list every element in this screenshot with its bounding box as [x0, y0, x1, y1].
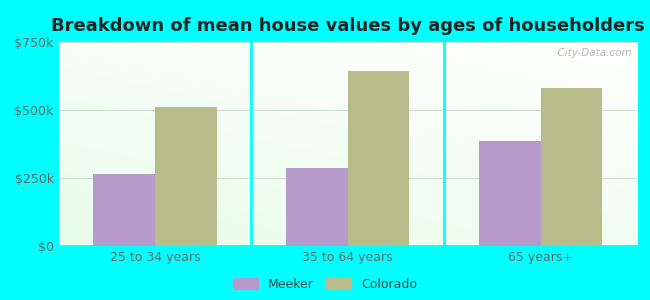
Bar: [93, 174, 155, 246]
Bar: [155, 107, 216, 246]
Legend: Meeker, Colorado: Meeker, Colorado: [233, 278, 417, 291]
Bar: [479, 141, 541, 246]
Text: City-Data.com: City-Data.com: [551, 48, 631, 58]
Bar: [541, 88, 603, 246]
Bar: [348, 70, 410, 246]
Title: Breakdown of mean house values by ages of householders: Breakdown of mean house values by ages o…: [51, 17, 645, 35]
Bar: [286, 169, 348, 246]
